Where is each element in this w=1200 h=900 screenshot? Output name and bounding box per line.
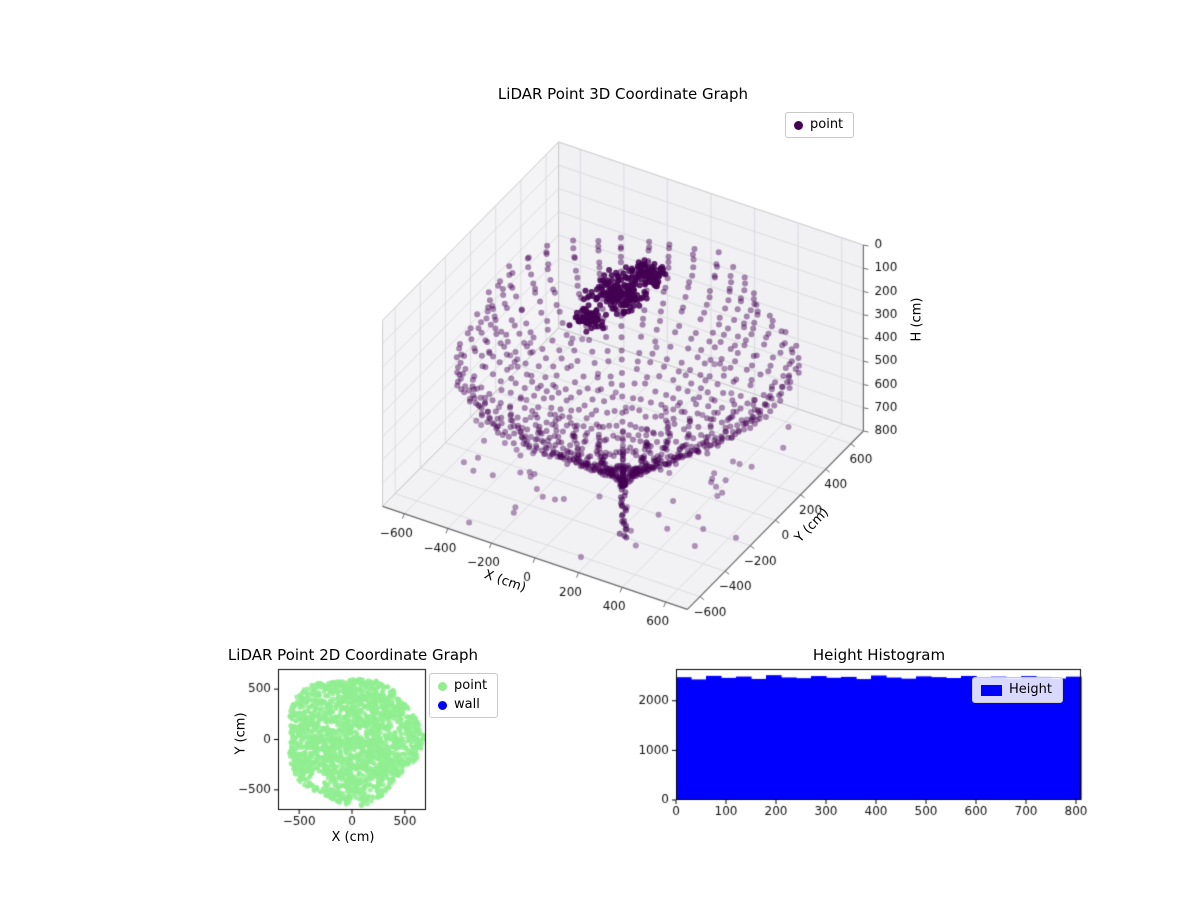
point-marker-icon	[438, 681, 447, 691]
plot2d-legend: point wall	[429, 673, 499, 718]
histogram-title: Height Histogram	[812, 646, 946, 664]
legend-entry-point: point	[438, 678, 487, 694]
legend-label: wall	[454, 697, 480, 712]
legend-label: point	[454, 678, 488, 693]
legend-entry-height: Height	[981, 682, 1052, 698]
height-patch-icon	[981, 684, 1002, 696]
point-marker-icon	[794, 120, 803, 130]
legend-entry-wall: wall	[438, 697, 487, 713]
legend-label: point	[810, 117, 844, 132]
histogram-legend: Height	[972, 677, 1063, 703]
plot3d-legend: point	[785, 112, 855, 138]
plot2d-x-axis-label: X (cm)	[331, 830, 375, 845]
plot3d-title: LiDAR Point 3D Coordinate Graph	[497, 85, 749, 103]
plot2d-y-axis-label: Y (cm)	[233, 712, 249, 755]
plot3d-h-axis-label: H (cm)	[909, 297, 925, 342]
plot2d-title: LiDAR Point 2D Coordinate Graph	[227, 646, 479, 664]
legend-entry-point: point	[794, 117, 843, 133]
legend-label: Height	[1009, 682, 1052, 697]
wall-marker-icon	[438, 700, 447, 710]
